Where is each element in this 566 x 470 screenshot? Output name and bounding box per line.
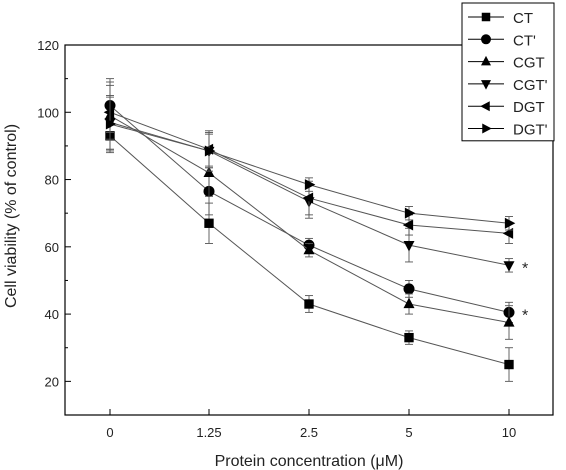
significance-asterisk: * — [522, 260, 528, 277]
data-point — [402, 219, 414, 231]
x-tick-label: 0 — [106, 425, 113, 440]
legend-entry: CT — [468, 10, 533, 27]
data-point — [481, 55, 491, 66]
significance-asterisk: * — [522, 307, 528, 324]
data-point — [304, 179, 316, 191]
y-axis-label: Cell viability (% of control) — [3, 124, 20, 308]
legend-entry: CGT' — [468, 77, 548, 94]
data-point — [481, 80, 491, 90]
y-tick-label: 40 — [45, 307, 59, 322]
series-dgt — [103, 84, 514, 244]
y-tick-label: 80 — [45, 173, 59, 188]
data-point — [403, 283, 415, 295]
data-point — [480, 101, 490, 112]
legend-box — [461, 2, 555, 142]
series-line — [109, 115, 510, 323]
y-tick-label: 60 — [45, 240, 59, 255]
legend-label: DGT — [513, 99, 545, 116]
data-point — [482, 123, 492, 134]
data-point — [404, 332, 414, 343]
y-tick-label: 100 — [37, 105, 59, 120]
data-point — [204, 145, 216, 157]
data-point — [481, 12, 491, 22]
data-point — [404, 207, 416, 219]
x-tick-label: 5 — [405, 425, 412, 440]
data-point — [103, 106, 115, 118]
series-line — [109, 123, 510, 224]
y-tick-label: 20 — [45, 374, 59, 389]
legend-label: CGT' — [513, 77, 548, 94]
data-point — [504, 217, 516, 229]
series-line — [109, 105, 510, 313]
data-point — [481, 34, 491, 45]
series-layer — [103, 78, 516, 382]
legend-entry: CGT — [468, 55, 545, 72]
data-point — [105, 118, 117, 130]
x-tick-label: 2.5 — [300, 425, 318, 440]
data-point — [203, 166, 215, 177]
data-point — [504, 359, 514, 370]
data-point — [503, 316, 515, 327]
data-point — [204, 218, 214, 228]
x-tick-label: 1.25 — [196, 425, 221, 440]
data-point — [304, 299, 314, 309]
series-dgt-prime — [105, 96, 516, 231]
legend-entry: CT' — [468, 32, 536, 49]
data-point — [303, 243, 315, 255]
legend-label: CT' — [513, 32, 536, 49]
axes: 20 40 60 80 100 120 0 1.25 2.5 5 10 — [37, 38, 554, 440]
x-axis-label: Protein concentration (μM) — [215, 453, 404, 470]
legend-label: DGT' — [513, 122, 548, 139]
legend: CT CT' CGT CGT' DGT DGT' — [461, 2, 555, 142]
series-ct — [105, 118, 514, 382]
legend-entry: DGT' — [468, 122, 548, 139]
data-point — [403, 241, 415, 252]
legend-entry: DGT — [468, 99, 545, 116]
data-point — [502, 227, 514, 239]
annotation-layer: ** — [522, 260, 528, 324]
data-point — [403, 297, 415, 309]
data-point — [302, 192, 314, 204]
x-tick-label: 10 — [502, 425, 516, 440]
legend-label: CGT — [513, 55, 545, 72]
legend-label: CT — [513, 10, 533, 27]
data-point — [503, 261, 515, 272]
y-tick-label: 120 — [37, 38, 59, 53]
